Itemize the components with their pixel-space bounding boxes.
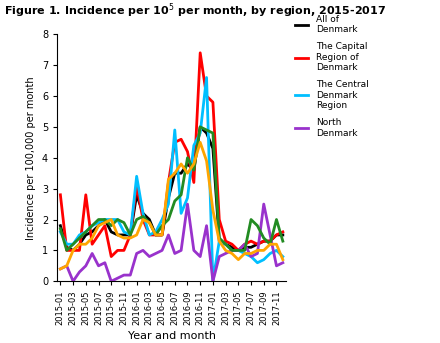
X-axis label: Year and month: Year and month [128,331,216,341]
Y-axis label: Incidence per 100,000 per month: Incidence per 100,000 per month [26,76,37,240]
Text: Figure 1. Incidence per 10$^5$ per month, by region, 2015-2017: Figure 1. Incidence per 10$^5$ per month… [4,2,386,20]
Legend: All of
Denmark, The Capital
Region of
Denmark, The Central
Denmark
Region, North: All of Denmark, The Capital Region of De… [295,15,368,138]
